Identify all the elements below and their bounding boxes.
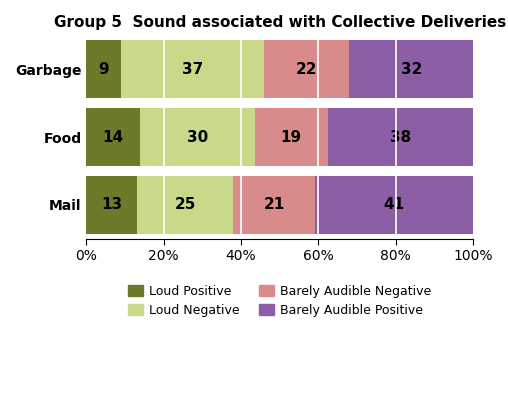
Bar bbox=[86, 40, 121, 98]
Bar bbox=[137, 176, 233, 234]
Text: 19: 19 bbox=[281, 130, 302, 144]
Text: 14: 14 bbox=[103, 130, 124, 144]
Bar bbox=[140, 108, 255, 166]
Text: 13: 13 bbox=[101, 198, 122, 212]
Text: 32: 32 bbox=[401, 62, 422, 77]
Bar bbox=[264, 40, 350, 98]
Text: 30: 30 bbox=[187, 130, 208, 144]
Bar bbox=[350, 40, 473, 98]
Title: Group 5  Sound associated with Collective Deliveries: Group 5 Sound associated with Collective… bbox=[54, 15, 506, 30]
Text: 22: 22 bbox=[296, 62, 318, 77]
Bar bbox=[328, 108, 473, 166]
Text: 25: 25 bbox=[174, 198, 196, 212]
Bar bbox=[255, 108, 328, 166]
Bar bbox=[314, 176, 473, 234]
Text: 21: 21 bbox=[263, 198, 284, 212]
Text: 37: 37 bbox=[182, 62, 203, 77]
Text: 41: 41 bbox=[384, 198, 404, 212]
Bar bbox=[121, 40, 264, 98]
Bar bbox=[86, 108, 140, 166]
Legend: Loud Positive, Loud Negative, Barely Audible Negative, Barely Audible Positive: Loud Positive, Loud Negative, Barely Aud… bbox=[123, 280, 436, 322]
Bar bbox=[233, 176, 314, 234]
Text: 9: 9 bbox=[99, 62, 109, 77]
Text: 38: 38 bbox=[390, 130, 411, 144]
Bar bbox=[86, 176, 137, 234]
